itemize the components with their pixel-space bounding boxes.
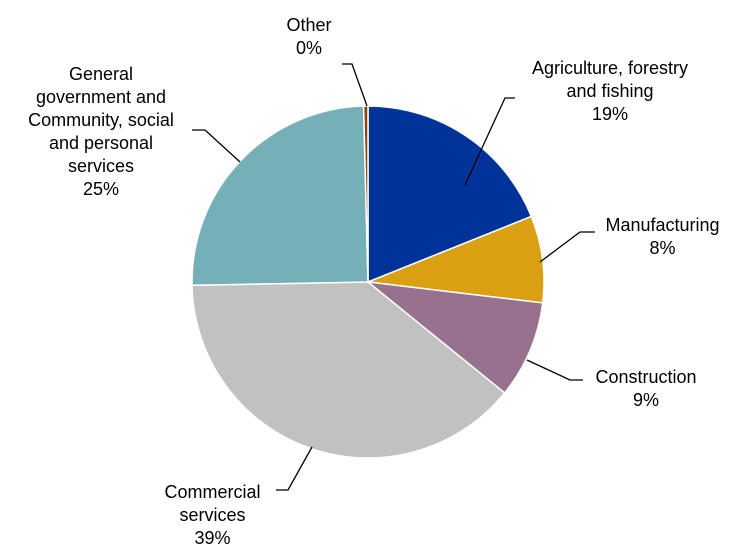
leader-lines: [192, 63, 595, 491]
pie-slice-construction: [365, 280, 544, 395]
pie-slices: [191, 105, 545, 459]
label-commercial-services: Commercial services 39%: [164, 482, 261, 548]
pie-slice-other: [362, 105, 369, 283]
pie-slice-general-government-and-community-social-and-personal-services: [191, 105, 369, 287]
leader-line-agriculture: [464, 97, 515, 186]
label-manufacturing: Manufacturing 8%: [605, 215, 720, 258]
leader-line-construction: [526, 359, 583, 381]
leader-line-manufacturing: [539, 231, 595, 263]
label-other: Other 0%: [286, 15, 332, 58]
label-agriculture: Agriculture, forestry and fishing 19%: [531, 58, 689, 124]
label-construction: Construction 9%: [595, 367, 697, 410]
leader-line-government: [192, 129, 241, 163]
label-general-government: General government and Community, social…: [28, 64, 174, 199]
leader-line-commercial: [276, 446, 313, 491]
leader-line-other: [342, 63, 368, 107]
pie-slice-agriculture-forestry-and-fishing: [367, 105, 533, 284]
